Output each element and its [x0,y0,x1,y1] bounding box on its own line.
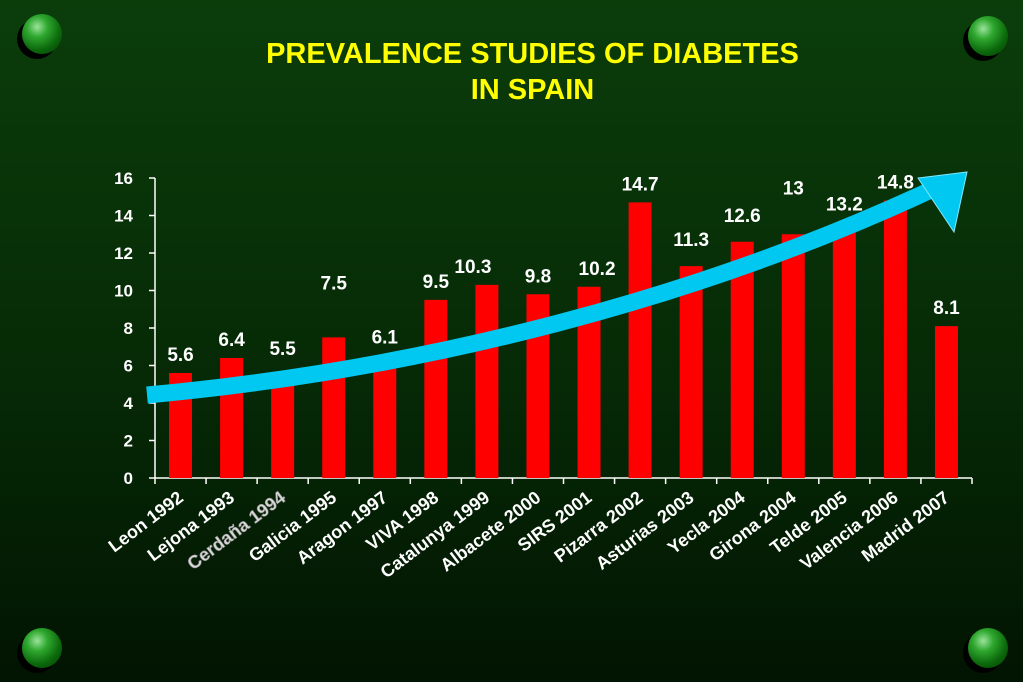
data-label: 9.8 [525,266,551,287]
y-tick-label: 10 [114,282,133,301]
y-tick-label: 14 [114,207,133,226]
y-tick-label: 12 [114,244,133,263]
bar [220,358,244,478]
data-label: 13 [783,178,804,199]
data-label: 14.7 [622,174,659,195]
bar [424,299,448,478]
bar [883,200,907,478]
bar [730,241,754,478]
y-tick-label: 0 [124,469,133,488]
data-label: 7.5 [321,273,348,294]
green-bullet-icon [968,16,1008,56]
y-tick-label: 8 [124,319,133,338]
data-label: 9.5 [423,272,450,293]
green-bullet-icon [22,628,62,668]
bar [577,286,601,478]
trend-arrow-head-icon [917,171,968,234]
data-label: 8.1 [933,298,960,319]
green-bullet-icon [968,628,1008,668]
data-label: 13.2 [826,195,863,216]
bar [934,326,958,478]
x-tick-label: Madrid 2007 [858,487,953,566]
bar [781,234,805,478]
data-label: 5.6 [167,345,193,366]
data-label: 11.3 [673,230,709,251]
bar [271,374,295,478]
bar [628,202,652,478]
bar [679,266,703,478]
data-label: 12.6 [724,206,761,227]
chart-title-line-2: IN SPAIN [470,74,595,106]
data-label: 5.5 [269,339,296,360]
bar [322,337,346,478]
bar [832,230,856,478]
y-tick-label: 2 [124,432,133,451]
y-tick-label: 6 [124,357,133,376]
data-label: 10.3 [454,257,491,278]
bar [373,363,397,478]
trend-arrow-shaft [146,174,952,404]
data-label: 6.1 [372,328,399,349]
y-tick-label: 4 [124,394,134,413]
y-tick-label: 16 [114,169,133,188]
bar [475,284,499,478]
chart-title: PREVALENCE STUDIES OF DIABETES IN SPAIN [0,36,1023,108]
chart-title-line-1: PREVALENCE STUDIES OF DIABETES [266,38,799,70]
data-label: 14.8 [877,173,914,194]
bar [526,294,550,478]
green-bullet-icon [22,14,62,54]
data-label: 10.2 [579,259,616,280]
data-label: 6.4 [218,330,245,351]
